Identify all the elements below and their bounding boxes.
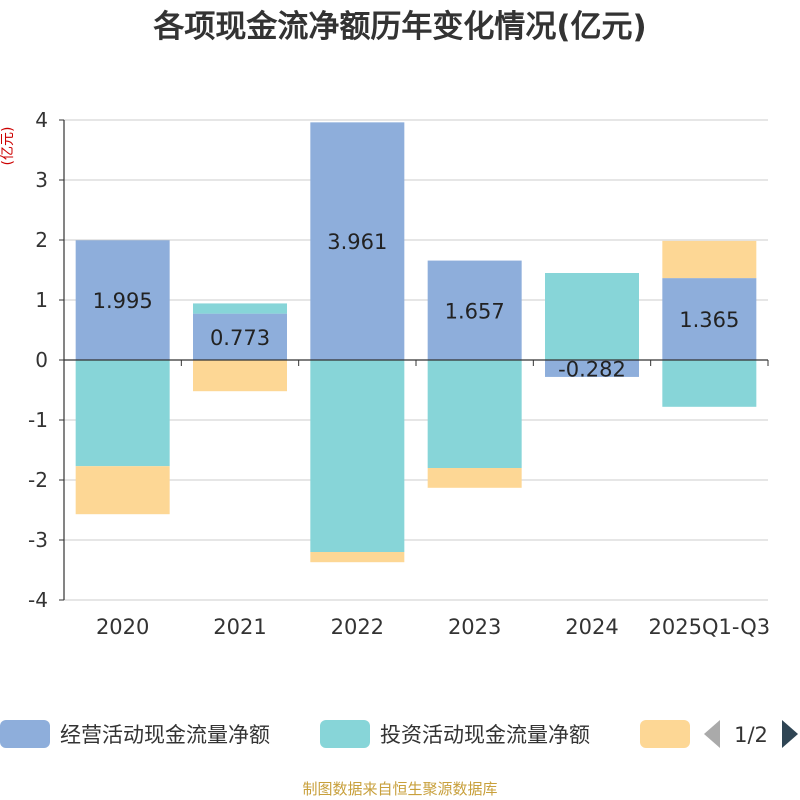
y-tick-label: 1 bbox=[35, 288, 48, 312]
y-tick-label: -2 bbox=[28, 468, 48, 492]
legend-swatch[interactable] bbox=[320, 720, 370, 748]
grid-lines bbox=[64, 119, 768, 601]
y-tick-label: -4 bbox=[28, 588, 48, 612]
x-tick-label: 2025Q1-Q3 bbox=[649, 615, 771, 639]
legend-label[interactable]: 投资活动现金流量净额 bbox=[380, 723, 590, 747]
chart-title: 各项现金流净额历年变化情况(亿元) bbox=[152, 9, 646, 45]
legend-swatch[interactable] bbox=[0, 720, 50, 748]
y-tick-label: 2 bbox=[35, 228, 48, 252]
bar-segment bbox=[545, 360, 639, 377]
bar-segment bbox=[193, 360, 287, 392]
x-tick-label: 2022 bbox=[331, 615, 384, 639]
bars bbox=[75, 122, 757, 563]
y-tick-label: -1 bbox=[28, 408, 48, 432]
bar-segment bbox=[193, 303, 287, 314]
bar-segment bbox=[662, 240, 757, 279]
y-tick-label: -3 bbox=[28, 528, 48, 552]
legend: 经营活动现金流量净额 投资活动现金流量净额 1/2 bbox=[0, 720, 798, 748]
data-label: 0.773 bbox=[210, 326, 270, 350]
data-label: 1.365 bbox=[679, 308, 739, 332]
bar-segment bbox=[75, 466, 170, 515]
legend-swatch[interactable] bbox=[640, 720, 690, 748]
bar-segment bbox=[75, 360, 170, 467]
x-tick-label: 2020 bbox=[96, 615, 149, 639]
data-label: 1.657 bbox=[445, 299, 505, 323]
y-axis-label: (亿元) bbox=[0, 127, 16, 166]
x-tick-label: 2024 bbox=[565, 615, 618, 639]
bar-segment bbox=[427, 360, 522, 468]
axes: 4 3 2 1 0 -1 -2 -3 -4 2020 2021 2022 2023 2024 2025Q1-… bbox=[28, 108, 770, 639]
data-label: -0.282 bbox=[558, 357, 626, 381]
bar-segment bbox=[310, 552, 405, 563]
x-tick-label: 2023 bbox=[448, 615, 501, 639]
bar-segment bbox=[310, 360, 405, 552]
data-label: 1.995 bbox=[93, 289, 153, 313]
x-tick-label: 2021 bbox=[213, 615, 266, 639]
legend-page-indicator: 1/2 bbox=[734, 723, 768, 747]
y-tick-label: 0 bbox=[35, 348, 48, 372]
page-next-icon[interactable] bbox=[782, 720, 798, 748]
legend-label[interactable]: 经营活动现金流量净额 bbox=[60, 723, 270, 747]
bar-segment bbox=[193, 313, 287, 360]
bar-segment bbox=[662, 278, 757, 360]
bar-segment bbox=[662, 360, 757, 407]
bar-segment bbox=[75, 240, 170, 360]
bar-segment bbox=[545, 273, 639, 360]
bar-segment bbox=[427, 260, 522, 360]
source-note: 制图数据来自恒生聚源数据库 bbox=[302, 780, 498, 798]
y-tick-label: 3 bbox=[35, 168, 48, 192]
bar-segment bbox=[427, 468, 522, 488]
y-tick-label: 4 bbox=[35, 108, 48, 132]
page-prev-icon[interactable] bbox=[704, 720, 720, 748]
data-label: 3.961 bbox=[327, 230, 387, 254]
bar-segment bbox=[310, 122, 405, 360]
data-labels: 1.995 0.773 3.961 1.657 -0.282 1.365 bbox=[93, 230, 740, 381]
